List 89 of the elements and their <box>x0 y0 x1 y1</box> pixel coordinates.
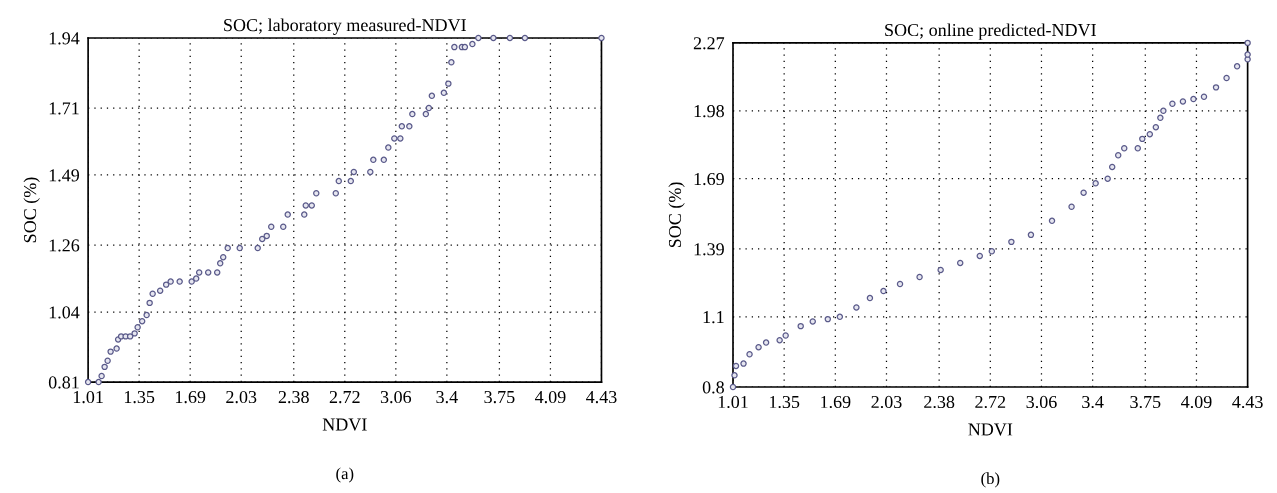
point <box>1080 189 1087 196</box>
point <box>956 259 964 267</box>
chart-title: SOC; laboratory measured-NDVI <box>224 18 466 35</box>
point <box>1108 163 1116 171</box>
y-axis-title: SOC (%) <box>23 177 40 243</box>
point <box>746 351 753 358</box>
x-tick-label: 2.38 <box>924 395 955 409</box>
point <box>880 287 887 295</box>
point <box>1169 100 1176 107</box>
text: (b) <box>981 472 1000 488</box>
point <box>731 372 738 379</box>
point <box>1134 145 1142 152</box>
point <box>896 280 904 288</box>
point <box>1146 130 1154 138</box>
point <box>729 383 737 391</box>
x-tick-label: 4.43 <box>1232 395 1263 409</box>
point <box>916 273 923 281</box>
x-tick-label: 4.43 <box>586 390 617 404</box>
point <box>1244 51 1251 58</box>
x-tick-label: 1.69 <box>175 390 206 404</box>
point <box>782 332 789 339</box>
point <box>1157 114 1164 122</box>
point <box>1223 74 1230 82</box>
point <box>1233 63 1241 70</box>
y-tick-label: 1.94 <box>49 32 80 45</box>
point <box>1179 98 1187 105</box>
x-axis-title: NDVI <box>322 418 367 431</box>
y-tick-label: 1.1 <box>703 311 724 324</box>
x-tick-label: 1.01 <box>718 395 748 409</box>
x-tick-label: 2.38 <box>278 390 309 404</box>
x-axis-title: NDVI <box>968 423 1013 436</box>
x-tick-label: 2.03 <box>871 395 902 409</box>
x-tick-label: 1.35 <box>769 395 800 409</box>
point <box>1008 238 1015 246</box>
x-tick-label: 3.4 <box>1082 395 1104 409</box>
x-tick-label: 3.4 <box>436 390 458 404</box>
y-tick-label: 1.71 <box>49 102 79 115</box>
point <box>1152 123 1160 131</box>
point <box>755 343 762 351</box>
y-axis-title: SOC (%) <box>668 182 685 248</box>
point <box>866 294 874 302</box>
x-tick-label: 3.75 <box>484 390 515 404</box>
point <box>1114 152 1122 159</box>
point <box>1068 203 1075 210</box>
point <box>797 322 804 330</box>
point <box>824 315 832 323</box>
point <box>762 339 770 346</box>
x-tick-label: 3.06 <box>380 390 412 404</box>
x-tick-label: 1.69 <box>821 395 851 409</box>
point <box>1190 95 1197 103</box>
x-tick-label: 2.03 <box>226 390 257 404</box>
y-tick-label: 1.04 <box>49 306 80 319</box>
x-tick-label: 3.06 <box>1026 395 1057 409</box>
point <box>853 304 860 311</box>
point <box>836 313 844 321</box>
y-tick-label: 1.69 <box>694 172 724 186</box>
x-tick-label: 1.35 <box>124 390 155 404</box>
y-tick-label: 1.49 <box>49 169 80 182</box>
point <box>740 360 747 367</box>
point <box>937 266 944 274</box>
point <box>776 336 783 344</box>
point <box>1092 180 1099 187</box>
y-tick-label: 0.81 <box>48 376 79 389</box>
point <box>988 248 996 255</box>
x-tick-label: 2.72 <box>329 390 360 404</box>
x-tick-label: 4.09 <box>534 390 566 404</box>
point <box>809 318 816 325</box>
y-tick-label: 2.27 <box>693 37 725 50</box>
point <box>1104 175 1111 182</box>
point <box>1244 39 1251 47</box>
point <box>1121 145 1128 152</box>
point <box>1027 231 1035 239</box>
x-tick-label: 4.09 <box>1181 395 1212 409</box>
y-tick-label: 0.8 <box>702 381 724 394</box>
point <box>1200 93 1208 100</box>
point <box>1212 84 1220 91</box>
y-tick-label: 1.26 <box>49 239 80 252</box>
point <box>976 252 984 260</box>
point <box>1048 217 1056 225</box>
x-tick-label: 2.72 <box>975 395 1006 409</box>
x-tick-label: 1.01 <box>73 390 103 404</box>
x-tick-label: 3.75 <box>1130 395 1161 409</box>
y-tick-label: 1.39 <box>694 243 724 256</box>
point <box>1160 107 1167 115</box>
y-tick-label: 1.98 <box>694 105 724 118</box>
point <box>732 362 740 370</box>
point <box>1139 135 1146 143</box>
text: (a) <box>336 467 354 483</box>
chart-title: SOC; online predicted-NDVI <box>885 23 1096 40</box>
